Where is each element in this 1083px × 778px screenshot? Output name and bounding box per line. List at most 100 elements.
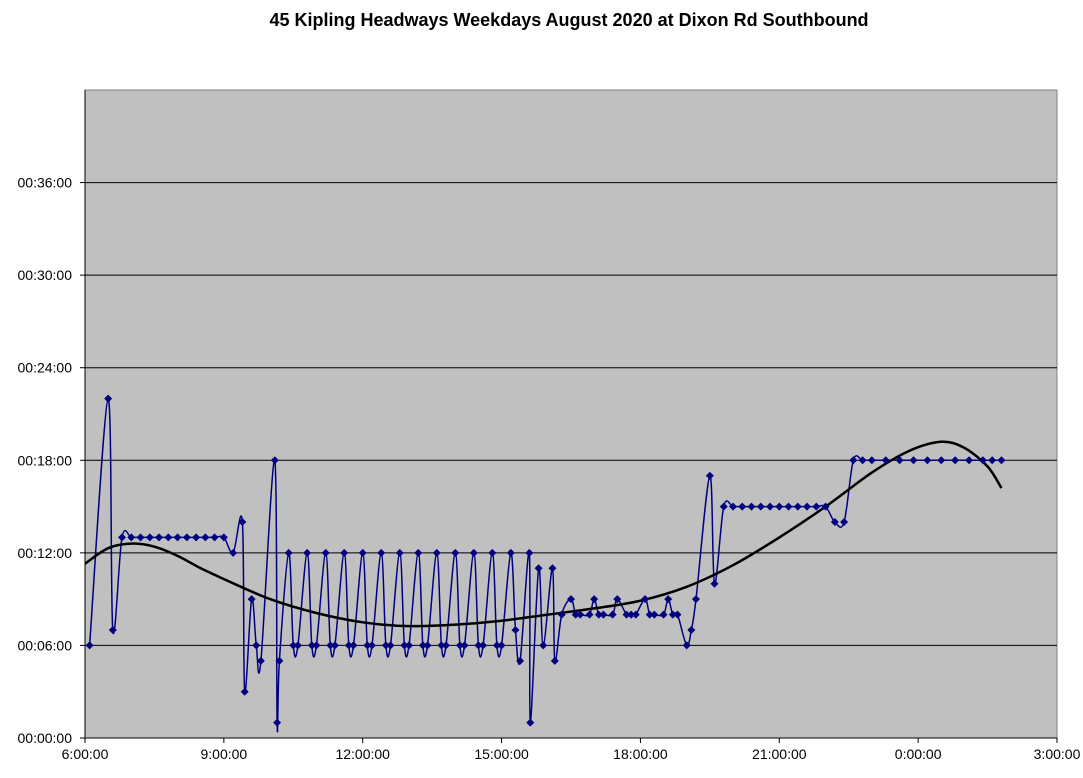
data-point: [793, 502, 802, 511]
data-point: [594, 610, 603, 619]
series-layer: [84, 394, 1006, 733]
data-point: [229, 548, 238, 557]
data-point: [881, 456, 890, 465]
data-point: [978, 456, 987, 465]
data-point: [85, 641, 94, 650]
data-point: [349, 641, 358, 650]
data-point: [550, 656, 559, 665]
data-point: [414, 548, 423, 557]
x-tick-label: 21:00:00: [752, 746, 807, 762]
data-point: [247, 595, 256, 604]
data-point: [766, 502, 775, 511]
data-point: [590, 595, 599, 604]
data-point: [312, 641, 321, 650]
data-point: [803, 502, 812, 511]
data-point: [682, 641, 691, 650]
data-point: [358, 548, 367, 557]
data-point: [526, 718, 535, 727]
data-point: [437, 641, 446, 650]
data-point: [747, 502, 756, 511]
y-tick-label: 00:30:00: [18, 267, 73, 283]
chart-title: 45 Kipling Headways Weekdays August 2020…: [269, 10, 869, 30]
data-point: [492, 641, 501, 650]
data-point: [664, 595, 673, 604]
data-point: [506, 548, 515, 557]
data-point: [381, 641, 390, 650]
data-point: [641, 595, 650, 604]
data-point: [516, 656, 525, 665]
trend-line: [84, 440, 1003, 628]
data-point: [719, 502, 728, 511]
data-point: [469, 548, 478, 557]
data-point: [182, 533, 191, 542]
data-point: [173, 533, 182, 542]
data-point: [488, 548, 497, 557]
data-point: [155, 533, 164, 542]
data-point: [442, 641, 451, 650]
data-point: [386, 641, 395, 650]
data-point: [108, 626, 117, 634]
data-point: [631, 610, 640, 619]
data-point: [627, 610, 636, 619]
data-point: [585, 610, 594, 619]
data-point: [645, 610, 654, 619]
x-tick-label: 6:00:00: [62, 746, 109, 762]
data-point: [965, 456, 974, 465]
data-point: [937, 456, 946, 465]
data-point: [252, 641, 261, 650]
data-point: [613, 595, 622, 604]
data-point: [738, 502, 747, 511]
data-point: [256, 656, 265, 665]
data-point: [775, 502, 784, 511]
data-point: [136, 533, 145, 542]
data-point: [377, 548, 386, 557]
x-tick-label: 3:00:00: [1034, 746, 1081, 762]
data-point: [455, 641, 464, 650]
data-point: [756, 502, 765, 511]
data-point: [303, 548, 312, 557]
y-tick-label: 00:06:00: [18, 637, 73, 653]
data-point: [238, 518, 247, 526]
data-point: [895, 456, 904, 465]
data-point: [548, 564, 557, 573]
data-point: [849, 456, 858, 465]
data-point: [691, 595, 700, 604]
data-point: [608, 610, 617, 619]
data-point: [192, 533, 201, 542]
data-point: [201, 533, 210, 542]
data-point: [400, 641, 409, 650]
data-point: [270, 456, 279, 465]
data-point: [474, 641, 483, 650]
data-point: [858, 456, 867, 465]
x-tick-label: 0:00:00: [895, 746, 942, 762]
data-point: [164, 533, 173, 542]
x-tick-label: 15:00:00: [474, 746, 529, 762]
data-point: [326, 641, 335, 650]
data-point: [344, 641, 353, 650]
data-point: [534, 564, 543, 573]
data-point: [479, 641, 488, 650]
data-point: [576, 610, 585, 619]
data-point: [705, 471, 714, 480]
data-point: [650, 610, 659, 619]
data-point: [395, 548, 404, 557]
data-point: [784, 502, 793, 511]
data-point: [451, 548, 460, 557]
data-point: [275, 656, 284, 665]
data-point: [988, 456, 997, 465]
data-point: [951, 456, 960, 465]
data-point: [307, 641, 316, 650]
plot-area: [84, 89, 1058, 739]
data-point: [460, 641, 469, 650]
data-point: [687, 626, 696, 634]
data-point: [525, 548, 534, 557]
data-point: [840, 518, 849, 526]
data-point: [622, 610, 631, 619]
data-point: [423, 641, 432, 650]
data-point: [118, 533, 127, 542]
data-point: [497, 641, 506, 650]
data-point: [240, 687, 249, 696]
data-point: [599, 610, 608, 619]
x-tick-label: 12:00:00: [335, 746, 390, 762]
